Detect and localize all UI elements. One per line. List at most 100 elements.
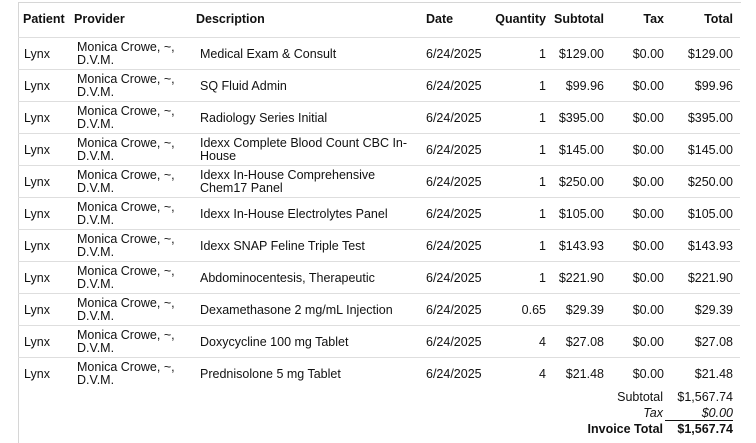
cell-patient: Lynx (24, 206, 50, 221)
header-patient: Patient (23, 11, 65, 26)
cell-quantity: 1 (539, 206, 546, 221)
summary-tax-value: $0.00 (665, 406, 733, 421)
cell-description: Doxycycline 100 mg Tablet (200, 334, 349, 349)
cell-provider: Monica Crowe, ~, D.V.M. (77, 296, 175, 323)
cell-total: $145.00 (687, 142, 733, 157)
cell-date: 6/24/2025 (426, 302, 482, 317)
summary-subtotal-row: Subtotal $1,567.74 (18, 390, 740, 406)
cell-provider: Monica Crowe, ~, D.V.M. (77, 200, 175, 227)
cell-patient: Lynx (24, 110, 50, 125)
cell-subtotal: $145.00 (558, 142, 604, 157)
cell-tax: $0.00 (632, 270, 664, 285)
header-quantity: Quantity (495, 11, 546, 26)
cell-quantity: 1 (539, 270, 546, 285)
cell-total: $250.00 (687, 174, 733, 189)
table-row: Lynx Monica Crowe, ~, D.V.M. Idexx In-Hous… (18, 165, 740, 198)
cell-total: $99.96 (694, 78, 733, 93)
cell-tax: $0.00 (632, 174, 664, 189)
cell-provider: Monica Crowe, ~, D.V.M. (77, 168, 175, 195)
table-header: Patient Provider Description Date Quanti… (18, 3, 740, 35)
cell-subtotal: $27.08 (565, 334, 604, 349)
table-row: Lynx Monica Crowe, ~, D.V.M. Dexamethasone… (18, 293, 740, 326)
cell-provider: Monica Crowe, ~, D.V.M. (77, 104, 175, 131)
cell-description: Idexx SNAP Feline Triple Test (200, 238, 365, 253)
invoice-summary: Subtotal $1,567.74 Tax $0.00 Invoice Tot… (18, 389, 740, 436)
cell-tax: $0.00 (632, 142, 664, 157)
cell-date: 6/24/2025 (426, 46, 482, 61)
cell-provider: Monica Crowe, ~, D.V.M. (77, 264, 175, 291)
cell-total: $129.00 (687, 46, 733, 61)
cell-tax: $0.00 (632, 238, 664, 253)
cell-subtotal: $105.00 (558, 206, 604, 221)
cell-tax: $0.00 (632, 302, 664, 317)
cell-total: $395.00 (687, 110, 733, 125)
header-tax: Tax (643, 11, 664, 26)
cell-patient: Lynx (24, 334, 50, 349)
cell-description: Idexx In-House Comprehensive Chem17 Pane… (200, 168, 376, 195)
cell-description: Dexamethasone 2 mg/mL Injection (200, 302, 393, 317)
cell-date: 6/24/2025 (426, 238, 482, 253)
cell-date: 6/24/2025 (426, 270, 482, 285)
cell-total: $29.39 (694, 302, 733, 317)
cell-quantity: 1 (539, 46, 546, 61)
cell-date: 6/24/2025 (426, 142, 482, 157)
cell-subtotal: $221.90 (558, 270, 604, 285)
cell-tax: $0.00 (632, 78, 664, 93)
table-row: Lynx Monica Crowe, ~, D.V.M. SQ Fluid Admi… (18, 69, 740, 102)
cell-total: $143.93 (687, 238, 733, 253)
header-provider: Provider (74, 11, 125, 26)
cell-subtotal: $143.93 (558, 238, 604, 253)
table-row: Lynx Monica Crowe, ~, D.V.M. Medical Exam … (18, 37, 740, 70)
cell-date: 6/24/2025 (426, 78, 482, 93)
header-date: Date (426, 11, 454, 26)
table-row: Lynx Monica Crowe, ~, D.V.M. Abdominocente… (18, 261, 740, 294)
cell-tax: $0.00 (632, 110, 664, 125)
cell-tax: $0.00 (632, 206, 664, 221)
cell-description: SQ Fluid Admin (200, 78, 287, 93)
cell-patient: Lynx (24, 238, 50, 253)
cell-tax: $0.00 (632, 334, 664, 349)
cell-total: $221.90 (687, 270, 733, 285)
cell-quantity: 1 (539, 110, 546, 125)
cell-provider: Monica Crowe, ~, D.V.M. (77, 40, 175, 67)
summary-tax-label: Tax (643, 406, 663, 420)
cell-patient: Lynx (24, 174, 50, 189)
cell-subtotal: $29.39 (565, 302, 604, 317)
cell-provider: Monica Crowe, ~, D.V.M. (77, 328, 175, 355)
cell-date: 6/24/2025 (426, 334, 482, 349)
cell-description: Idexx Complete Blood Count CBC In-House (200, 136, 408, 163)
cell-description: Radiology Series Initial (200, 110, 328, 125)
table-row: Lynx Monica Crowe, ~, D.V.M. Idexx In-Hous… (18, 197, 740, 230)
cell-description: Abdominocentesis, Therapeutic (200, 270, 375, 285)
table-row: Lynx Monica Crowe, ~, D.V.M. Radiology Ser… (18, 101, 740, 134)
cell-patient: Lynx (24, 366, 50, 381)
cell-total: $105.00 (687, 206, 733, 221)
cell-provider: Monica Crowe, ~, D.V.M. (77, 232, 175, 259)
cell-provider: Monica Crowe, ~, D.V.M. (77, 360, 175, 387)
cell-description: Idexx In-House Electrolytes Panel (200, 206, 388, 221)
cell-quantity: 1 (539, 174, 546, 189)
summary-tax-row: Tax $0.00 (18, 406, 740, 422)
cell-quantity: 1 (539, 142, 546, 157)
summary-subtotal-label: Subtotal (617, 390, 663, 404)
cell-provider: Monica Crowe, ~, D.V.M. (77, 136, 175, 163)
cell-quantity: 0.65 (521, 302, 546, 317)
cell-subtotal: $21.48 (565, 366, 604, 381)
cell-date: 6/24/2025 (426, 174, 482, 189)
cell-patient: Lynx (24, 270, 50, 285)
cell-subtotal: $129.00 (558, 46, 604, 61)
cell-tax: $0.00 (632, 366, 664, 381)
table-row: Lynx Monica Crowe, ~, D.V.M. Prednisolone … (18, 357, 740, 390)
summary-invoice-total-value: $1,567.74 (677, 422, 733, 436)
cell-patient: Lynx (24, 78, 50, 93)
table-row: Lynx Monica Crowe, ~, D.V.M. Idexx SNAP Fe… (18, 229, 740, 262)
summary-invoice-total-label: Invoice Total (587, 422, 663, 436)
cell-quantity: 1 (539, 238, 546, 253)
table-row: Lynx Monica Crowe, ~, D.V.M. Doxycycline 1… (18, 325, 740, 358)
cell-description: Medical Exam & Consult (200, 46, 337, 61)
summary-subtotal-value: $1,567.74 (677, 390, 733, 404)
cell-tax: $0.00 (632, 46, 664, 61)
cell-subtotal: $250.00 (558, 174, 604, 189)
cell-subtotal: $395.00 (558, 110, 604, 125)
header-total: Total (704, 11, 733, 26)
